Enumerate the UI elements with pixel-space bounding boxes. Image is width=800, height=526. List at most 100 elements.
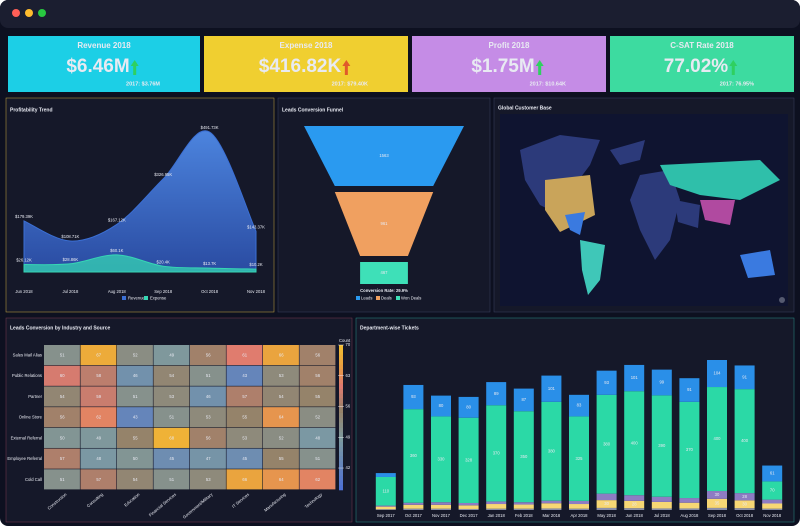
bar-segment [541,375,562,402]
bar-segment [679,502,700,509]
bar-segment [541,508,562,510]
colorbar-step [339,461,343,467]
cell-label: 46 [206,394,211,399]
bar-segment [375,509,396,510]
kpi-value: $416.82K [259,56,342,77]
data-label: $179.39K [15,214,33,219]
row-label: Public Relations [12,373,42,378]
minimize-button[interactable] [25,9,33,17]
cell-label: 49 [96,435,101,440]
cell-label: 62 [96,415,101,420]
heat-cell [190,345,226,366]
legend-title: Count [339,338,351,343]
bar-segment [486,501,507,505]
x-tick-label: Nov 2017 [432,513,451,518]
bar-segment [486,508,507,510]
heat-cell [226,469,263,490]
bar-segment [458,508,479,510]
map-region [700,200,735,225]
bar-segment [513,504,534,509]
x-tick-label: Sep 2018 [154,289,173,294]
kpi-card [610,36,794,92]
cell-label: 59 [96,394,101,399]
colorbar-step [339,422,343,428]
heat-cell [44,365,80,386]
heat-cell [263,407,299,428]
cell-label: 55 [279,456,284,461]
title-bar [0,0,800,28]
cell-label: 53 [206,415,211,420]
cell-label: 51 [60,477,65,482]
heat-cell [117,365,153,386]
data-label: 467 [381,270,389,275]
colorbar-step [339,349,343,355]
bar-segment [375,506,396,510]
heat-cell [117,386,153,407]
cell-label: 50 [133,456,138,461]
data-label: $60.1K [110,248,123,253]
heat-cell [190,386,226,407]
map-control[interactable] [779,297,785,303]
bar-segment [762,508,783,510]
heat-cell [80,345,117,366]
data-label: 91 [687,387,692,392]
row-label: Online Store [19,415,43,420]
x-tick-label: Aug 2018 [108,289,127,294]
bar-segment [569,394,589,417]
bar-segment [569,416,589,501]
data-label: $13.7K [203,261,216,266]
legend-swatch [144,296,148,300]
cell-label: 56 [206,435,211,440]
data-label: 30 [742,501,747,506]
heat-cell [226,386,263,407]
panel-title: Profitability Trend [10,107,53,113]
cell-label: 68 [169,435,174,440]
colorbar-step [339,364,343,370]
bar-segment [762,481,783,500]
data-label: 330 [438,456,446,461]
colorbar-step [339,446,343,452]
row-label: Cold Call [25,477,42,482]
heat-cell [226,448,263,469]
cell-label: 58 [96,373,101,378]
kpi-title: C-SAT Rate 2018 [670,41,734,50]
row-label: Partner [28,394,42,399]
maximize-button[interactable] [38,9,46,17]
annotation: Conversion Rate: 29.9% [360,288,408,293]
bar-segment [513,411,534,503]
cell-label: 56 [60,415,65,420]
cell-label: 53 [242,435,247,440]
cell-label: 49 [169,352,174,357]
heat-cell [153,407,190,428]
heat-cell [263,469,299,490]
colorbar-step [339,345,343,351]
data-label: 91 [742,374,747,379]
data-label: 93 [411,394,416,399]
heat-cell [263,365,299,386]
data-label: 35 [715,500,720,505]
data-label: 400 [631,440,639,445]
heat-cell [117,427,153,448]
bar-segment [651,508,672,510]
heat-cell [80,427,117,448]
close-button[interactable] [12,9,20,17]
bar-segment [375,473,396,477]
x-tick-label: Dec 2017 [460,513,479,518]
bar-segment [651,496,672,502]
bar-segment [486,405,507,502]
bar-segment [486,504,507,509]
bar-segment [403,384,424,410]
heat-cell [299,427,336,448]
data-label: $108.71K [61,234,79,239]
cell-label: 43 [133,415,138,420]
colorbar-step [339,412,343,418]
bar-segment [651,369,672,396]
data-label: $326.95K [154,172,172,177]
heat-cell [190,427,226,448]
cell-label: 57 [96,477,101,482]
bar-segment [762,503,783,509]
row-label: Employee Referral [7,456,42,461]
heat-cell [299,345,336,366]
bar-segment [707,498,727,508]
bar-segment [431,395,451,417]
